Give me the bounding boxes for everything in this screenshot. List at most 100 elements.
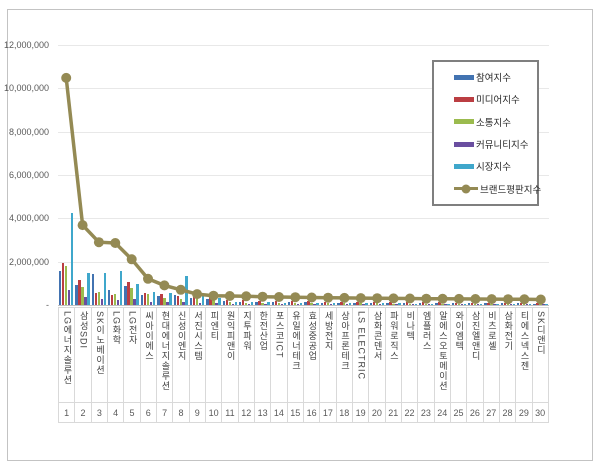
bar-미디어지수 xyxy=(78,279,81,305)
category-label-cell: 삼화전기 xyxy=(498,307,517,403)
bar-참여지수 xyxy=(157,295,160,305)
bar-참여지수 xyxy=(108,289,111,305)
bar-group xyxy=(451,45,467,305)
bar-커뮤니티지수 xyxy=(215,303,218,305)
category-label: 피엔티 xyxy=(209,311,220,341)
brand-index-marker xyxy=(274,292,284,302)
category-label-cell: 효성중공업 xyxy=(302,307,321,403)
bar-시장지수 xyxy=(430,303,434,305)
y-axis-tick-label: 6,000,000 xyxy=(8,170,49,180)
legend-swatch-icon xyxy=(454,96,474,102)
bar-미디어지수 xyxy=(536,302,539,305)
category-label: 세방전지 xyxy=(323,311,334,351)
category-label-cell: 한전산업 xyxy=(253,307,272,403)
category-label-cell: LG화학 xyxy=(106,307,125,403)
category-label: 알에스오토메이션 xyxy=(437,311,448,391)
bar-미디어지수 xyxy=(323,301,327,305)
bar-시장지수 xyxy=(283,302,287,305)
bar-시장지수 xyxy=(447,303,450,305)
category-label: 효성중공업 xyxy=(307,311,318,361)
brand-index-marker xyxy=(323,292,334,303)
bar-시장지수 xyxy=(87,273,90,305)
category-label-cell: 서진시스템 xyxy=(188,307,206,403)
legend-swatch-icon xyxy=(454,74,474,80)
category-label: 와이엠텍 xyxy=(454,311,465,351)
brand-index-marker xyxy=(437,293,448,304)
bar-미디어지수 xyxy=(111,295,114,305)
bar-미디어지수 xyxy=(160,293,163,305)
rank-number-cell: 12 xyxy=(237,402,255,423)
category-label: LG에너지솔루션 xyxy=(62,311,73,386)
bar-참여지수 xyxy=(255,301,258,305)
bar-미디어지수 xyxy=(241,300,245,305)
bar-커뮤니티지수 xyxy=(526,304,529,305)
bar-참여지수 xyxy=(435,303,438,305)
category-label: 씨아이에스 xyxy=(144,311,155,361)
bar-참여지수 xyxy=(75,285,78,305)
rank-number-cell: 14 xyxy=(270,402,288,423)
rank-number-cell: 28 xyxy=(498,402,517,423)
category-label-cell: 유일에너테크 xyxy=(286,307,304,403)
legend-label: 소통지수 xyxy=(476,117,511,129)
bar-미디어지수 xyxy=(340,301,343,305)
bar-커뮤니티지수 xyxy=(264,304,267,305)
brand-index-line-chart xyxy=(61,72,546,305)
brand-index-marker xyxy=(241,291,252,302)
gridline xyxy=(58,175,549,176)
bar-시장지수 xyxy=(267,302,270,305)
bar-소통지수 xyxy=(261,302,264,305)
bar-커뮤니티지수 xyxy=(133,298,136,305)
legend-box: 참여지수 미디어지수 소통지수 커뮤니티지수 시장지수 브랜드평판지수 xyxy=(432,60,541,206)
bar-group xyxy=(483,45,499,305)
category-label: 비츠로셀 xyxy=(486,311,497,351)
bar-참여지수 xyxy=(59,271,62,305)
bar-참여지수 xyxy=(189,298,193,305)
bar-소통지수 xyxy=(294,303,297,305)
category-label-cell: 피엔티 xyxy=(204,307,223,403)
category-label: 지투파워 xyxy=(241,311,252,351)
bar-참여지수 xyxy=(320,302,324,305)
bar-커뮤니티지수 xyxy=(67,289,71,305)
bar-참여지수 xyxy=(386,303,389,305)
bar-미디어지수 xyxy=(291,301,294,305)
bar-참여지수 xyxy=(533,303,536,305)
bar-참여지수 xyxy=(271,301,275,305)
category-label-cell: LS ELECTRIC xyxy=(351,307,370,403)
bar-소통지수 xyxy=(506,303,510,305)
brand-index-marker xyxy=(519,294,530,305)
rank-number-cell: 26 xyxy=(466,402,484,423)
brand-index-marker xyxy=(208,290,219,301)
brand-index-marker xyxy=(110,238,121,248)
category-label-cell: 현대에너지솔루션 xyxy=(155,307,174,403)
rank-number-cell: 7 xyxy=(155,402,174,423)
bar-미디어지수 xyxy=(372,302,376,305)
bar-시장지수 xyxy=(103,272,107,305)
category-label-cell: LG에너지솔루션 xyxy=(58,307,76,403)
bar-미디어지수 xyxy=(127,282,130,305)
gridline xyxy=(58,131,549,133)
category-label-cell: 알에스오토메이션 xyxy=(433,307,451,403)
bar-group xyxy=(189,45,205,305)
bar-소통지수 xyxy=(490,303,493,305)
bar-참여지수 xyxy=(140,295,144,305)
bar-group xyxy=(303,45,319,305)
category-label-cell: 세방전지 xyxy=(319,307,337,403)
y-axis-tick-label: - xyxy=(46,300,49,310)
bar-참여지수 xyxy=(500,303,504,305)
rank-number-cell: 21 xyxy=(384,402,402,423)
bar-group xyxy=(140,45,156,305)
brand-index-marker xyxy=(143,273,153,284)
category-label: 신성이엔지 xyxy=(176,311,187,361)
bar-group xyxy=(418,45,434,305)
brand-index-marker xyxy=(77,220,88,231)
bar-시장지수 xyxy=(349,303,352,305)
bar-커뮤니티지수 xyxy=(476,304,480,305)
bar-group xyxy=(271,45,287,305)
bar-시장지수 xyxy=(299,302,303,305)
category-label: SK이노베이션 xyxy=(95,311,106,376)
bar-참여지수 xyxy=(124,286,127,305)
bar-참여지수 xyxy=(337,302,340,305)
bar-참여지수 xyxy=(369,302,373,305)
bar-커뮤니티지수 xyxy=(100,298,104,305)
bar-참여지수 xyxy=(517,303,520,305)
